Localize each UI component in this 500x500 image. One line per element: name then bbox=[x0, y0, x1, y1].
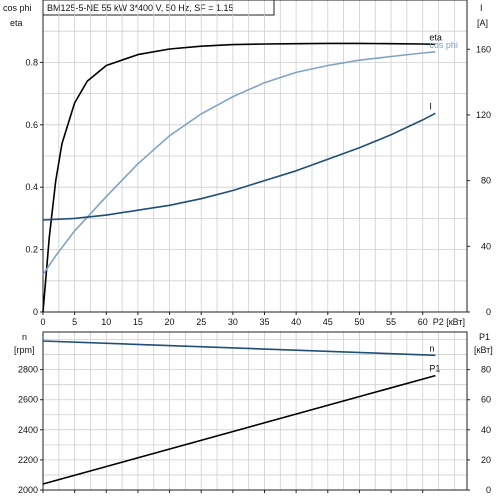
upper-x-tick-label: 35 bbox=[259, 317, 269, 327]
upper-left-tick-label: 0.4 bbox=[25, 182, 38, 192]
lower-left-tick-label: 2200 bbox=[18, 455, 38, 465]
upper-x-tick-label: 0 bbox=[40, 317, 45, 327]
upper-right-tick-label: 0 bbox=[486, 307, 491, 317]
upper-right-tick-label: 80 bbox=[481, 176, 491, 186]
lower-left-tick-label: 2600 bbox=[18, 395, 38, 405]
upper-left-tick-label: 0.6 bbox=[25, 120, 38, 130]
upper-y-label-right-2: [A] bbox=[477, 18, 488, 28]
series-eta-line bbox=[42, 42, 436, 313]
speed-power-panel: 2000 2200 2400 2600 2800 0 20 40 60 80 n P1 bbox=[18, 331, 491, 495]
upper-x-tick-label: 60 bbox=[418, 317, 428, 327]
series-I-label: I bbox=[429, 101, 432, 111]
upper-right-tick-label: 160 bbox=[476, 44, 491, 54]
upper-x-tick-label: 15 bbox=[133, 317, 143, 327]
upper-left-tick-label: 0.8 bbox=[25, 57, 38, 67]
upper-left-tick-label: 0 bbox=[33, 307, 38, 317]
lower-left-tick-label: 2000 bbox=[18, 485, 38, 495]
lower-right-tick-label: 60 bbox=[481, 395, 491, 405]
lower-right-tick-label: 0 bbox=[486, 485, 491, 495]
series-I-line bbox=[42, 112, 436, 221]
upper-x-tick-label: 55 bbox=[386, 317, 396, 327]
series-P1-line bbox=[42, 374, 436, 485]
lower-right-tick-label: 80 bbox=[481, 365, 491, 375]
upper-x-tick-label: 50 bbox=[354, 317, 364, 327]
series-n-label: n bbox=[429, 343, 434, 353]
lower-y-label-left-1: n bbox=[22, 332, 27, 342]
upper-x-tick-label: 45 bbox=[323, 317, 333, 327]
series-cos-phi-label: cos phi bbox=[429, 40, 458, 50]
lower-plot-frame bbox=[42, 331, 468, 491]
upper-plot-frame bbox=[42, 0, 468, 313]
series-P1-label: P1 bbox=[429, 364, 440, 374]
upper-x-tick-label: 30 bbox=[228, 317, 238, 327]
upper-x-tick-label: 25 bbox=[196, 317, 206, 327]
upper-x-tick-label: 40 bbox=[291, 317, 301, 327]
lower-left-tick-label: 2800 bbox=[18, 365, 38, 375]
series-cos-phi-line bbox=[42, 51, 436, 276]
series-eta-label: eta bbox=[429, 32, 442, 42]
upper-right-tick-label: 120 bbox=[476, 110, 491, 120]
upper-x-axis-label: P2 [кВт] bbox=[433, 317, 465, 327]
lower-right-tick-label: 20 bbox=[481, 455, 491, 465]
upper-x-tick-label: 10 bbox=[101, 317, 111, 327]
lower-right-tick-label: 40 bbox=[481, 425, 491, 435]
lower-y-label-right-1: P1 bbox=[479, 332, 490, 342]
series-n-line bbox=[42, 340, 436, 357]
upper-y-label-left-2: eta bbox=[10, 18, 23, 28]
lower-y-label-right-2: [кВт] bbox=[474, 345, 493, 355]
chart-title: BM125-5-NE 55 kW 3*400 V, 50 Hz, SF = 1.… bbox=[47, 3, 234, 13]
lower-left-tick-label: 2400 bbox=[18, 425, 38, 435]
lower-y-label-left-2: [rpm] bbox=[14, 345, 35, 355]
upper-left-tick-label: 0.2 bbox=[25, 245, 38, 255]
upper-right-tick-label: 40 bbox=[481, 241, 491, 251]
upper-y-label-left-1: cos phi bbox=[3, 3, 32, 13]
upper-y-label-right-1: I bbox=[480, 3, 483, 13]
upper-x-tick-label: 5 bbox=[72, 317, 77, 327]
upper-x-tick-label: 20 bbox=[165, 317, 175, 327]
efficiency-current-panel: 0 0.2 0.4 0.6 0.8 0 40 80 120 160 0 5 10 15 20 25 30 35 40… bbox=[25, 0, 491, 327]
